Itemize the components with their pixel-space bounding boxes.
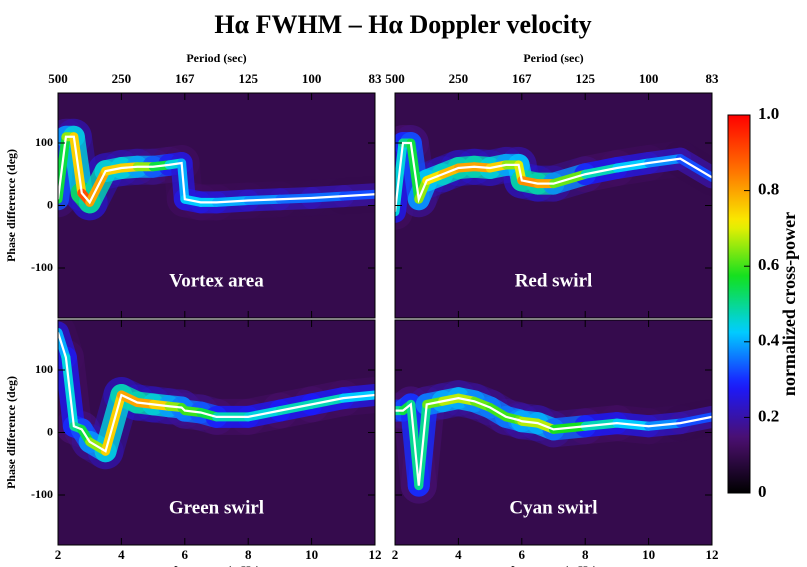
x2-tick-label: 83 (706, 71, 720, 86)
x2-tick-label: 125 (575, 71, 595, 86)
panel-label: Vortex area (169, 270, 264, 291)
y-tick-label: 0 (47, 197, 53, 211)
x2-tick-label: 167 (512, 71, 532, 86)
phase-line (58, 135, 375, 205)
plot-area (58, 320, 375, 470)
y-tick-label: -100 (31, 260, 53, 274)
x2-axis-label: Period (sec) (186, 51, 246, 65)
colorbar-tick-label: 0.4 (758, 331, 780, 350)
x2-axis-label: Period (sec) (523, 51, 583, 65)
colorbar-label: normalized cross-power (779, 212, 799, 396)
x2-tick-label: 250 (112, 71, 132, 86)
y-tick-label: -100 (31, 487, 53, 501)
colorbar-tick-label: 0 (758, 482, 767, 501)
x-tick-label: 6 (182, 547, 189, 562)
x2-tick-label: 250 (449, 71, 469, 86)
x-tick-label: 12 (369, 547, 382, 562)
x-tick-label: 4 (455, 547, 462, 562)
x-tick-label: 2 (55, 547, 62, 562)
colorbar (727, 114, 751, 494)
x2-tick-label: 167 (175, 71, 195, 86)
x2-tick-label: 100 (639, 71, 659, 86)
figure-title: Hα FWHM – Hα Doppler velocity (214, 10, 591, 39)
x-tick-label: 6 (519, 547, 526, 562)
y-axis-label: Phase difference (deg) (4, 376, 18, 489)
x-tick-label: 2 (392, 547, 399, 562)
colorbar-tick-label: 0.8 (758, 180, 779, 199)
x-tick-label: 8 (582, 547, 589, 562)
x2-tick-label: 500 (385, 71, 405, 86)
plot-background (395, 93, 712, 318)
y-tick-label: 100 (35, 135, 53, 149)
panel-label: Red swirl (515, 270, 593, 291)
x-tick-label: 10 (642, 547, 655, 562)
x-tick-label: 8 (245, 547, 252, 562)
colorbar-tick-label: 0.6 (758, 255, 779, 274)
colorbar-tick-label: 0.2 (758, 406, 779, 425)
x-axis-label: frequency (mHz) (173, 563, 260, 567)
panel-label: Green swirl (169, 497, 264, 518)
x-tick-label: 4 (118, 547, 125, 562)
x2-tick-label: 100 (302, 71, 322, 86)
x-tick-label: 12 (706, 547, 719, 562)
x2-tick-label: 83 (369, 71, 383, 86)
phase-line (395, 141, 712, 212)
x-tick-label: 10 (305, 547, 318, 562)
y-tick-label: 100 (35, 362, 53, 376)
x2-tick-label: 125 (238, 71, 258, 86)
colorbar-tick-label: 1.0 (758, 104, 779, 123)
plot-area (58, 118, 375, 221)
panel-label: Cyan swirl (509, 497, 597, 518)
plot-area (395, 125, 712, 230)
phase-line (58, 332, 375, 453)
x2-tick-label: 500 (48, 71, 68, 86)
y-tick-label: 0 (47, 424, 53, 438)
x-axis-label: frequency (mHz) (510, 563, 597, 567)
phase-line (395, 397, 712, 486)
y-axis-label: Phase difference (deg) (4, 149, 18, 262)
plot-area (395, 380, 712, 504)
